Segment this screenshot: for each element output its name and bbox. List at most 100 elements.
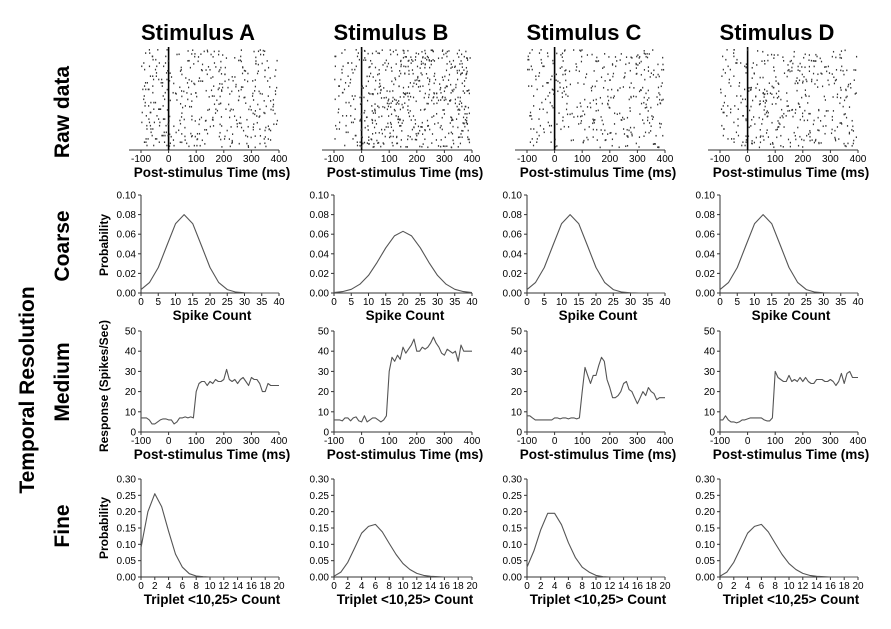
- spike-mark: [811, 78, 813, 81]
- x-tick-label: 0: [331, 297, 337, 308]
- spike-mark: [392, 135, 394, 138]
- spike-mark: [561, 96, 564, 98]
- spike-mark: [250, 136, 252, 139]
- spike-mark: [765, 132, 768, 134]
- spike-mark: [775, 80, 777, 82]
- spike-mark: [184, 139, 186, 141]
- spike-mark: [455, 118, 458, 120]
- spike-mark: [766, 129, 768, 131]
- spike-mark: [363, 112, 365, 114]
- spike-mark: [446, 50, 448, 53]
- spike-mark: [627, 136, 629, 138]
- spike-mark: [633, 126, 635, 129]
- spike-mark: [173, 144, 175, 147]
- spike-mark: [373, 126, 376, 129]
- spike-mark: [193, 63, 195, 65]
- spike-mark: [224, 80, 226, 83]
- spike-mark: [420, 125, 422, 128]
- spike-mark: [659, 122, 661, 125]
- spike-mark: [403, 96, 405, 98]
- spike-mark: [832, 110, 835, 112]
- spike-mark: [395, 115, 397, 117]
- x-tick-label: 4: [552, 581, 558, 592]
- spike-mark: [146, 82, 148, 84]
- spike-mark: [629, 107, 631, 109]
- spike-mark: [597, 109, 599, 112]
- spike-mark: [767, 136, 770, 138]
- spike-mark: [538, 52, 541, 54]
- spike-mark: [374, 119, 376, 122]
- spike-mark: [400, 145, 402, 148]
- ylabel-medium: Response (Spikes/Sec): [97, 320, 111, 452]
- spike-mark: [264, 50, 266, 53]
- spike-mark: [783, 112, 785, 115]
- spike-mark: [596, 139, 598, 141]
- spike-mark: [647, 70, 650, 72]
- spike-mark: [352, 121, 354, 124]
- spike-mark: [567, 95, 569, 98]
- y-tick-label: 0.08: [503, 210, 523, 221]
- y-tick-label: 0.30: [696, 475, 716, 486]
- spike-mark: [379, 82, 381, 85]
- spike-mark: [378, 86, 380, 88]
- spike-mark: [259, 135, 262, 137]
- spike-mark: [840, 89, 842, 91]
- spike-mark: [556, 123, 558, 126]
- spike-mark: [553, 73, 555, 76]
- spike-mark: [637, 64, 639, 66]
- spike-mark: [658, 75, 660, 78]
- spike-mark: [160, 82, 162, 84]
- spike-mark: [603, 66, 605, 68]
- x-tick-label: 200: [794, 436, 811, 447]
- spike-mark: [414, 123, 417, 125]
- x-tick-label: 0: [745, 154, 751, 165]
- spike-mark: [611, 63, 614, 65]
- x-tick-label: 200: [408, 154, 425, 165]
- spike-mark: [409, 95, 412, 98]
- spike-mark: [458, 103, 460, 105]
- spike-mark: [436, 96, 438, 99]
- spike-mark: [802, 115, 804, 118]
- x-tick-label: 100: [767, 154, 784, 165]
- spike-mark: [788, 68, 790, 71]
- y-tick-label: 50: [318, 327, 330, 338]
- spike-mark: [650, 106, 652, 109]
- spike-mark: [273, 123, 275, 126]
- spike-mark: [216, 99, 218, 102]
- spike-mark: [450, 131, 452, 134]
- spike-mark: [143, 98, 145, 101]
- spike-mark: [161, 134, 163, 137]
- spike-mark: [400, 65, 402, 68]
- spike-mark: [827, 110, 829, 112]
- spike-mark: [530, 128, 532, 130]
- spike-mark: [550, 78, 552, 81]
- y-tick-label: 50: [704, 327, 716, 338]
- spike-mark: [213, 62, 216, 64]
- spike-mark: [247, 80, 249, 83]
- spike-mark: [377, 92, 379, 95]
- spike-mark: [421, 126, 423, 128]
- spike-mark: [764, 105, 766, 108]
- spike-mark: [563, 50, 566, 52]
- y-tick-label: 0.00: [503, 289, 523, 300]
- x-tick-label: 300: [243, 436, 260, 447]
- spike-mark: [210, 77, 212, 79]
- spike-mark: [776, 97, 779, 99]
- spike-mark: [351, 95, 353, 97]
- spike-mark: [796, 77, 798, 79]
- spike-mark: [536, 141, 538, 143]
- spike-mark: [817, 86, 819, 88]
- spike-mark: [452, 59, 455, 62]
- spike-mark: [376, 139, 378, 142]
- spike-mark: [839, 56, 841, 59]
- spike-mark: [849, 82, 852, 85]
- spike-mark: [387, 105, 390, 108]
- spike-mark: [366, 99, 369, 102]
- spike-mark: [212, 76, 214, 78]
- spike-mark: [181, 73, 183, 76]
- spike-mark: [426, 55, 428, 58]
- spike-mark: [417, 132, 420, 135]
- spike-mark: [601, 102, 603, 105]
- spike-mark: [802, 80, 804, 83]
